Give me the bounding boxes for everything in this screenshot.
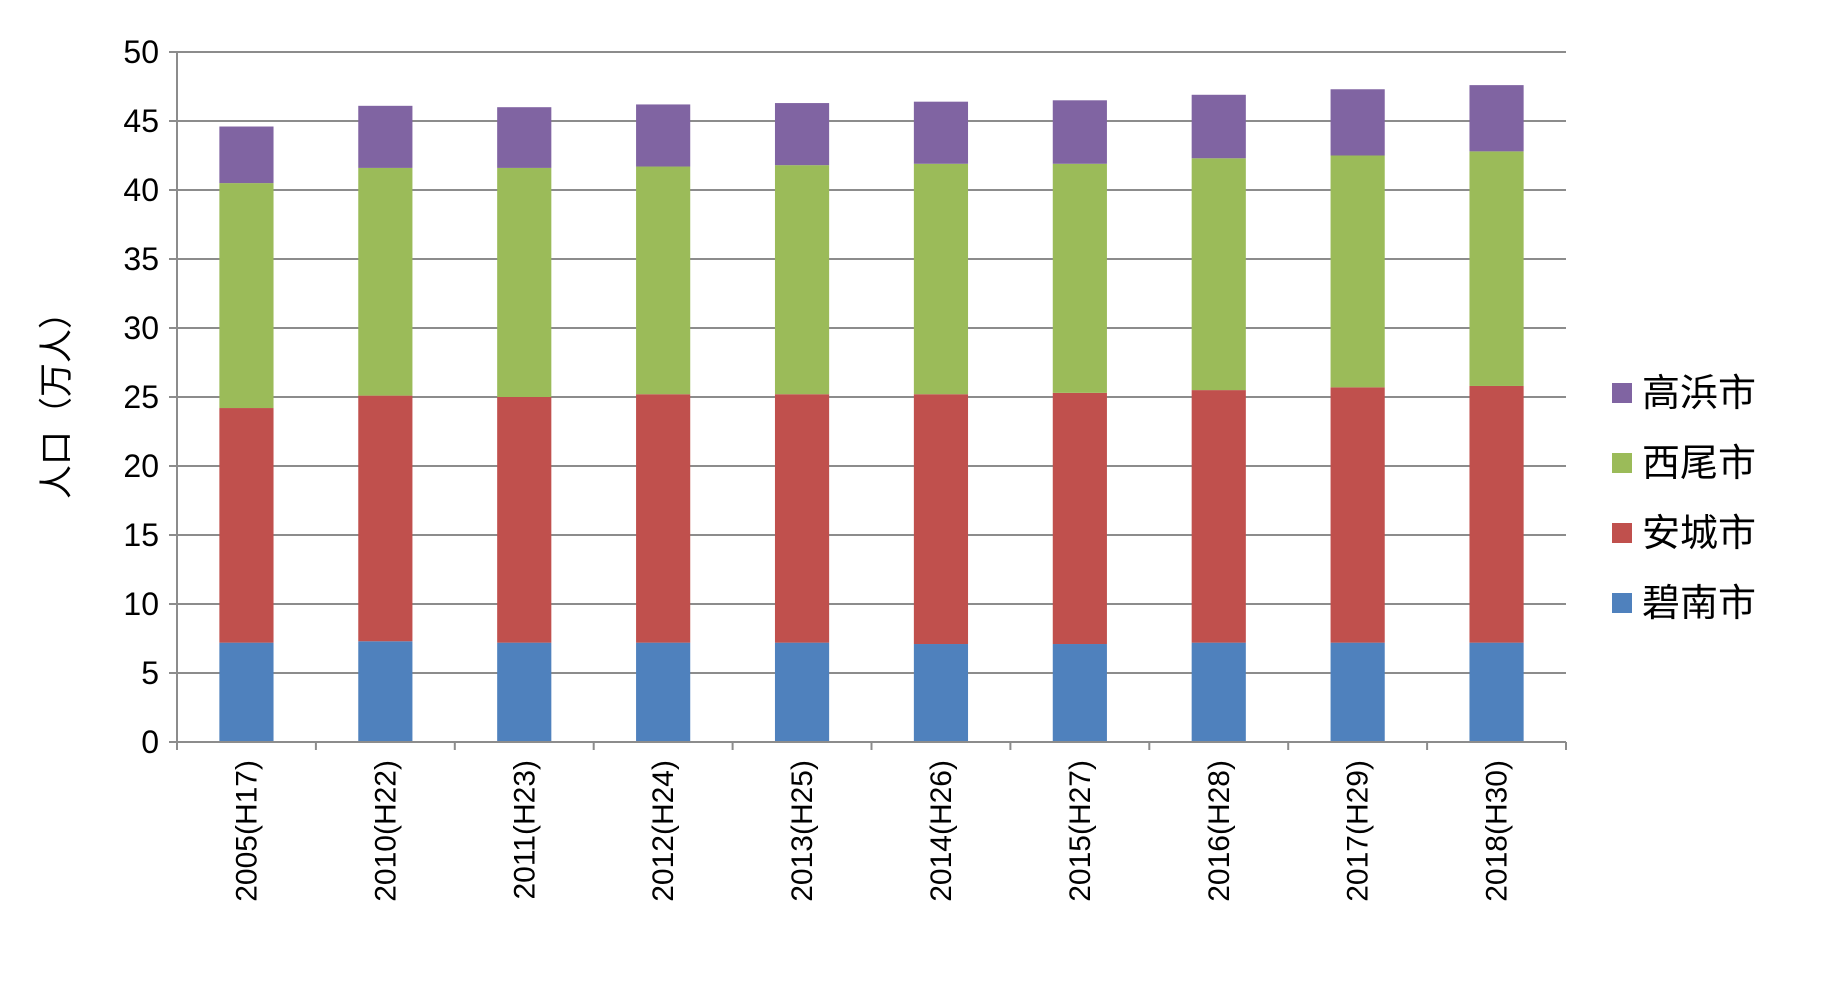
bar-segment bbox=[913, 101, 969, 164]
bar-segment bbox=[636, 642, 691, 742]
y-tick-labels: 0 5 10 15 20 25 30 35 40 45 50 bbox=[123, 34, 159, 760]
axes bbox=[169, 51, 1567, 750]
bar-segment bbox=[1469, 151, 1524, 386]
bars bbox=[219, 85, 1524, 742]
bar-segment bbox=[1191, 94, 1246, 159]
bar-segment bbox=[774, 165, 830, 395]
bar-segment bbox=[774, 394, 830, 643]
y-tick-label: 40 bbox=[123, 172, 159, 208]
x-category-label: 2011(H23) bbox=[508, 760, 541, 900]
y-tick-label: 45 bbox=[123, 103, 159, 139]
x-category-label: 2016(H28) bbox=[1203, 760, 1236, 902]
x-category-label: 2005(H17) bbox=[230, 760, 263, 902]
y-tick-label: 25 bbox=[123, 379, 159, 415]
bar-segment bbox=[219, 126, 274, 184]
legend-swatch bbox=[1612, 383, 1632, 403]
legend-item: 碧南市 bbox=[1612, 581, 1756, 625]
bar-segment bbox=[1330, 387, 1385, 643]
y-tick-label: 35 bbox=[123, 241, 159, 277]
bar-segment bbox=[219, 408, 274, 643]
bar-segment bbox=[219, 642, 274, 742]
legend-swatch bbox=[1612, 593, 1632, 613]
bar-segment bbox=[913, 644, 969, 742]
y-axis-title: 人口（万人） bbox=[37, 295, 77, 499]
x-category-label: 2017(H29) bbox=[1342, 760, 1375, 902]
bar-segment bbox=[358, 167, 413, 396]
x-category-label: 2012(H24) bbox=[647, 760, 680, 902]
x-category-label: 2013(H25) bbox=[786, 760, 819, 902]
bar-segment bbox=[497, 397, 552, 643]
bar-segment bbox=[1052, 644, 1107, 742]
y-tick-label: 5 bbox=[141, 655, 159, 691]
bar-segment bbox=[497, 642, 552, 742]
bar-segment bbox=[913, 163, 969, 395]
legend-swatch bbox=[1612, 523, 1632, 543]
bar-segment bbox=[1052, 392, 1107, 645]
bar-segment bbox=[1469, 385, 1524, 643]
bar-segment bbox=[358, 105, 413, 168]
x-category-label: 2014(H26) bbox=[925, 760, 958, 902]
legend-label: 碧南市 bbox=[1642, 581, 1756, 625]
bar-segment bbox=[1052, 100, 1107, 164]
bar-segment bbox=[774, 103, 830, 166]
bar-segment bbox=[1469, 642, 1524, 742]
bar-segment bbox=[1191, 390, 1246, 643]
legend-label: 高浜市 bbox=[1642, 371, 1756, 415]
bar-segment bbox=[1191, 158, 1246, 391]
y-tick-label: 15 bbox=[123, 517, 159, 553]
legend-item: 高浜市 bbox=[1612, 371, 1756, 415]
bar-segment bbox=[636, 394, 691, 643]
y-tick-label: 0 bbox=[141, 724, 159, 760]
bar-segment bbox=[497, 107, 552, 168]
x-category-label: 2010(H22) bbox=[369, 760, 402, 902]
x-category-label: 2015(H27) bbox=[1064, 760, 1097, 902]
legend-label: 安城市 bbox=[1642, 511, 1756, 555]
bar-segment bbox=[1191, 642, 1246, 742]
legend-item: 西尾市 bbox=[1612, 441, 1756, 485]
bar-segment bbox=[636, 166, 691, 395]
bar-segment bbox=[1330, 89, 1385, 156]
bar-segment bbox=[1469, 85, 1524, 152]
bar-segment bbox=[774, 642, 830, 742]
legend-item: 安城市 bbox=[1612, 511, 1756, 555]
y-tick-label: 50 bbox=[123, 34, 159, 70]
bar-segment bbox=[913, 394, 969, 645]
x-category-label: 2018(H30) bbox=[1481, 760, 1514, 902]
bar-segment bbox=[1052, 163, 1107, 393]
bar-segment bbox=[1330, 642, 1385, 742]
bar-segment bbox=[358, 641, 413, 742]
bar-segment bbox=[1330, 155, 1385, 388]
bar-segment bbox=[636, 104, 691, 167]
x-tick-labels: 2005(H17) 2010(H22) 2011(H23) 2012(H24) 2013… bbox=[230, 760, 1513, 902]
y-tick-label: 10 bbox=[123, 586, 159, 622]
legend-label: 西尾市 bbox=[1642, 441, 1756, 485]
legend-swatch bbox=[1612, 453, 1632, 473]
bar-segment bbox=[497, 167, 552, 397]
y-tick-label: 20 bbox=[123, 448, 159, 484]
bar-segment bbox=[358, 395, 413, 642]
y-tick-label: 30 bbox=[123, 310, 159, 346]
bar-segment bbox=[219, 183, 274, 409]
